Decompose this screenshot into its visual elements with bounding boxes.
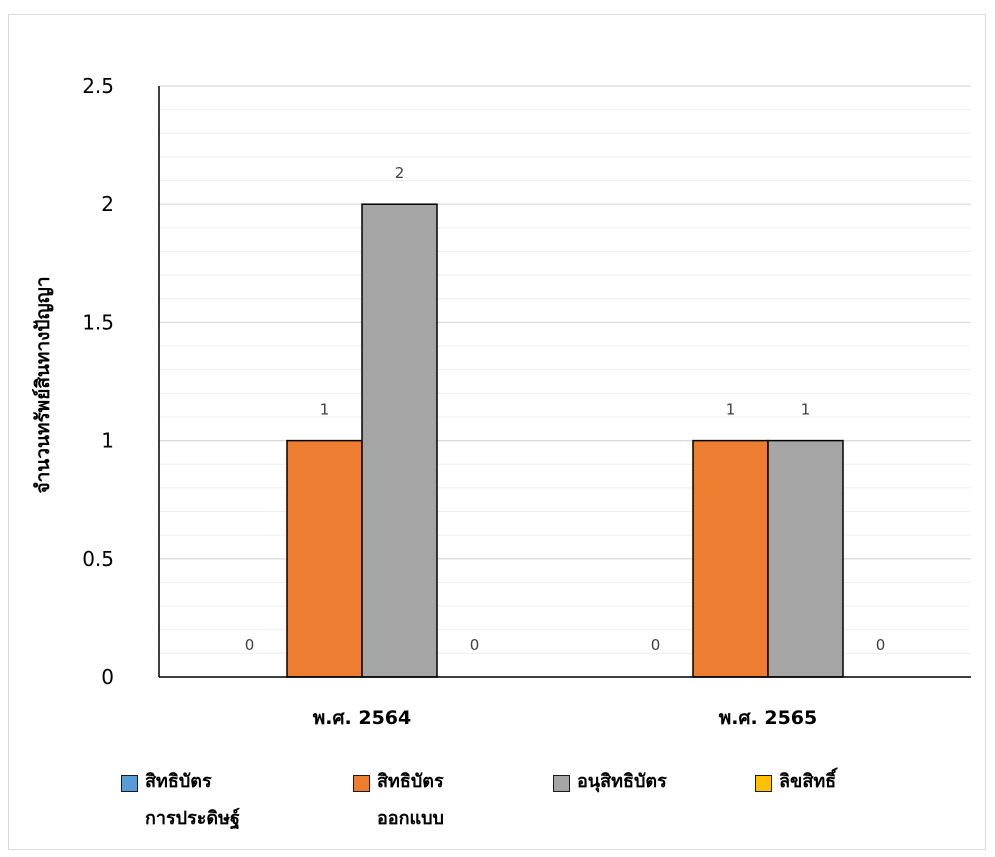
data-label: 0: [245, 636, 255, 654]
legend-item-petty-patent: อนุสิทธิบัตร: [553, 771, 667, 800]
legend-swatch: [755, 775, 772, 792]
legend-item-copyright: ลิขสิทธิ์: [755, 771, 836, 800]
bar: [692, 439, 769, 678]
legend-item-invention-patent: สิทธิบัตร การประดิษฐ์: [121, 771, 240, 837]
y-tick-labels: 0 0.5 1 1.5 2 2.5: [82, 74, 114, 689]
legend-label: สิทธิบัตร การประดิษฐ์: [145, 771, 240, 829]
minor-gridlines: [159, 109, 971, 654]
x-category-labels: พ.ศ. 2564 พ.ศ. 2565: [313, 707, 818, 729]
legend-swatch: [553, 775, 570, 792]
data-label: 1: [801, 401, 811, 419]
data-label: 0: [876, 636, 886, 654]
data-label: 1: [320, 401, 330, 419]
y-axis-label: จำนวนทรัพย์สินทางปัญญา: [32, 277, 54, 494]
legend-swatch: [121, 775, 138, 792]
major-gridlines: [159, 85, 971, 678]
data-labels: 0 1 2 0 0 1 1 0: [245, 164, 886, 654]
y-tick-label: 1.5: [82, 310, 114, 334]
legend-label: อนุสิทธิบัตร: [577, 771, 667, 792]
legend-item-design-patent: สิทธิบัตร ออกแบบ: [353, 771, 444, 837]
y-tick-label: 1: [101, 429, 114, 453]
bar: [767, 439, 844, 678]
y-tick-label: 2: [101, 192, 114, 216]
legend: สิทธิบัตร การประดิษฐ์ สิทธิบัตร ออกแบบ อ…: [121, 771, 961, 851]
legend-label: ลิขสิทธิ์: [779, 771, 837, 792]
bar: [286, 439, 363, 678]
x-category-label: พ.ศ. 2565: [719, 707, 818, 729]
data-label: 0: [470, 636, 480, 654]
data-label: 2: [395, 164, 405, 182]
legend-label: สิทธิบัตร ออกแบบ: [377, 771, 444, 829]
axes: [158, 86, 971, 678]
data-label: 0: [651, 636, 661, 654]
x-category-label: พ.ศ. 2564: [313, 707, 412, 729]
data-label: 1: [726, 401, 736, 419]
y-tick-label: 2.5: [82, 74, 114, 98]
legend-swatch: [353, 775, 370, 792]
y-tick-label: 0: [101, 665, 114, 689]
bar: [361, 203, 438, 678]
y-tick-label: 0.5: [82, 547, 114, 571]
